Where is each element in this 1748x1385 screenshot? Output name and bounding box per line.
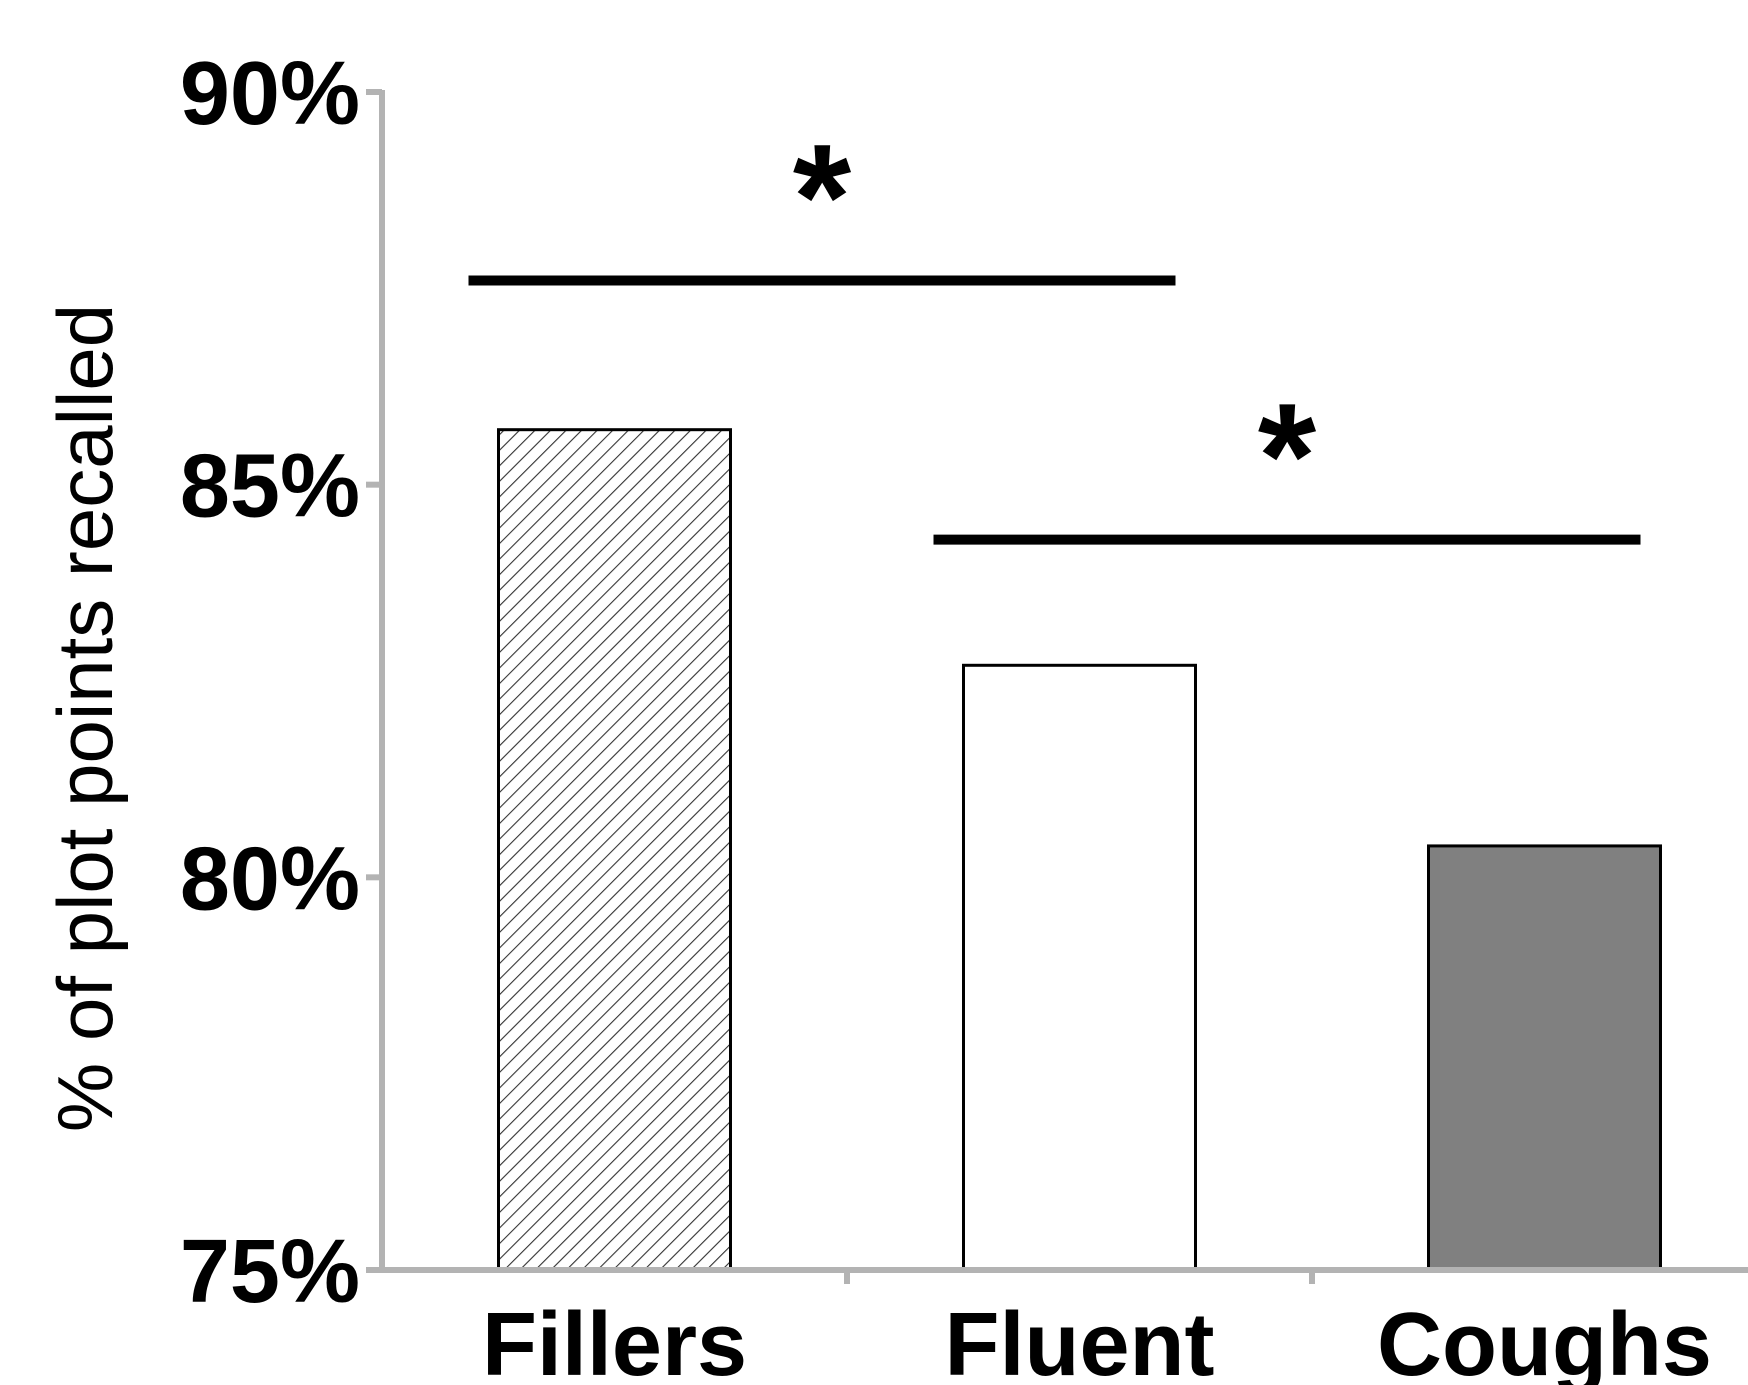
significance-brackets: **: [468, 112, 1641, 545]
category-label-fluent: Fluent: [945, 1295, 1215, 1385]
y-tick-label: 80%: [180, 829, 360, 929]
bar-coughs: [1427, 844, 1662, 1272]
category-label-fillers: Fillers: [482, 1295, 747, 1385]
y-tick-label: 90%: [180, 44, 360, 144]
significance-asterisk: *: [1258, 372, 1317, 540]
category-label-coughs: Coughs: [1377, 1295, 1712, 1385]
bars: [497, 428, 1662, 1272]
y-tick-label: 75%: [180, 1222, 360, 1322]
y-axis-tick-labels: 75% 80% 85% 90%: [180, 44, 360, 1322]
bar-fluent: [962, 663, 1197, 1272]
y-tick-label: 85%: [180, 437, 360, 537]
significance-asterisk: *: [793, 112, 852, 280]
category-labels: Fillers Fluent Coughs: [482, 1295, 1712, 1385]
y-axis-label: % of plot points recalled: [41, 304, 129, 1132]
bar-fillers: [497, 428, 732, 1272]
